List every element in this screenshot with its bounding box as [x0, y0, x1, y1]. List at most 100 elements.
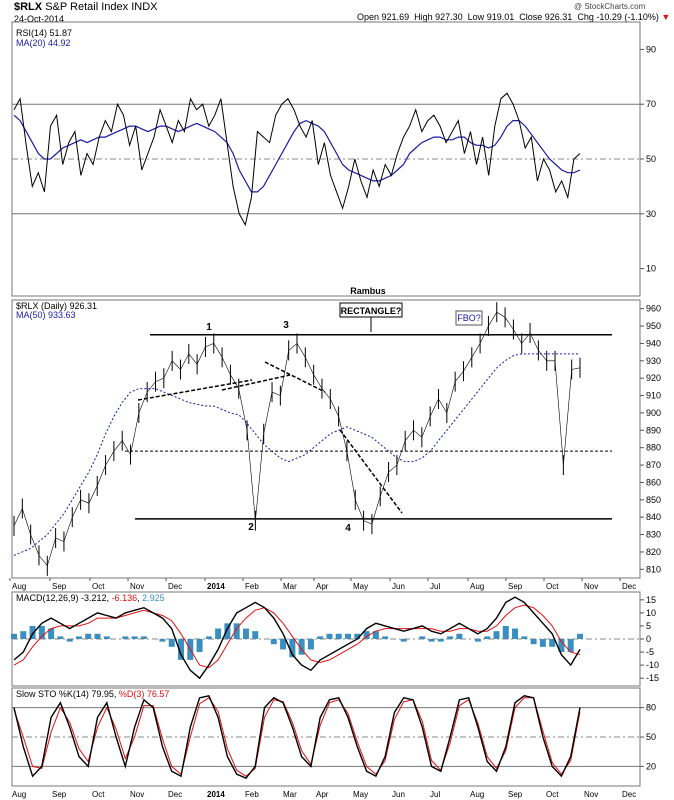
rsi-tick-label: 50 [646, 154, 656, 164]
x-tick-label: Oct [546, 582, 559, 591]
macd-line [13, 596, 581, 680]
rsi-tick-label: 30 [646, 209, 656, 219]
x-tick-label-bottom: Nov [130, 790, 144, 799]
price-tick-label: 850 [646, 495, 661, 505]
macd-tick-label: 0 [646, 634, 651, 644]
x-tick-label: Sep [52, 582, 67, 591]
close-value: 926.31 [544, 12, 573, 22]
macd-histogram-bar [289, 639, 296, 658]
change-value: -10.29 (-1.10%) [596, 12, 659, 22]
macd-histogram-bar [75, 636, 82, 639]
macd-histogram-bar [205, 636, 212, 639]
rsi-tick-label: 90 [646, 44, 656, 54]
macd-histogram-bar [140, 636, 147, 639]
sto-tick-label: 20 [646, 761, 656, 771]
x-tick-label: Oct [92, 582, 105, 591]
x-tick-label: 2014 [207, 582, 225, 591]
macd-histogram-bar [270, 639, 277, 645]
rsi-line [13, 92, 581, 227]
chart-date: 24-Oct-2014 [14, 14, 65, 24]
macd-histogram-bar [512, 628, 519, 639]
price-line [13, 311, 581, 567]
sto-d-line [13, 697, 581, 777]
watermark: @ StockCharts.com [574, 2, 646, 11]
trend-line-4 [339, 429, 403, 514]
price-tick-label: 820 [646, 547, 661, 557]
x-tick-label-bottom: Mar [283, 790, 297, 799]
macd-histogram-bar [242, 628, 249, 639]
price-tick-label: 930 [646, 356, 661, 366]
price-tick-label: 870 [646, 460, 661, 470]
high-value: 927.30 [435, 12, 463, 22]
fbo-callout: FBO? [457, 313, 481, 323]
x-tick-label-bottom: Nov [584, 790, 598, 799]
x-tick-label: Nov [130, 582, 144, 591]
exchange: INDX [131, 1, 158, 13]
chart-title: $RLX S&P Retail Index INDX [14, 1, 158, 13]
x-tick-label-bottom: Oct [92, 790, 105, 799]
macd-tick-label: 5 [646, 621, 651, 631]
macd-histogram-bar [345, 633, 352, 639]
rsi-ma-legend: MA(20) 44.92 [16, 38, 71, 48]
macd-histogram-bar [307, 639, 314, 650]
price-legend: $RLX (Daily) 926.31 [16, 301, 97, 311]
macd-histogram-bar [317, 636, 324, 639]
symbol: $RLX [14, 1, 43, 13]
open-value: 921.69 [381, 12, 410, 22]
macd-histogram-bar [178, 639, 185, 660]
macd-histogram-bar [484, 636, 491, 639]
pivot-label: 3 [283, 320, 289, 331]
x-tick-label: Nov [584, 582, 598, 591]
price-tick-label: 910 [646, 391, 661, 401]
macd-tick-label: -5 [646, 647, 654, 657]
macd-histogram-bar [437, 639, 444, 642]
macd-histogram-bar [57, 636, 64, 639]
price-ma-line [13, 353, 580, 556]
x-tick-label: Jul [430, 582, 440, 591]
x-tick-label-bottom: Dec [622, 790, 636, 799]
macd-histogram-bar [103, 636, 110, 639]
x-tick-label: Aug [470, 582, 484, 591]
x-tick-label-bottom: Aug [12, 790, 26, 799]
x-tick-label-bottom: Aug [470, 790, 484, 799]
trend-line-3 [264, 361, 326, 393]
macd-tick-label: 10 [646, 608, 656, 618]
x-tick-label: Dec [622, 582, 636, 591]
price-tick-label: 810 [646, 564, 661, 574]
price-tick-label: 860 [646, 477, 661, 487]
macd-histogram-bar [122, 636, 129, 639]
macd-tick-label: -10 [646, 660, 659, 670]
pivot-label: 1 [206, 322, 212, 333]
x-tick-label-bottom: Apr [316, 790, 329, 799]
macd-tick-label: -15 [646, 673, 659, 683]
macd-histogram-bar [382, 636, 389, 639]
macd-histogram-bar [335, 633, 342, 639]
macd-histogram-bar [298, 639, 305, 655]
macd-histogram-bar [530, 639, 537, 645]
macd-histogram-bar [215, 628, 222, 639]
macd-histogram-bar [456, 633, 463, 639]
macd-histogram-bar [252, 631, 259, 639]
macd-signal-line [13, 604, 581, 669]
sto-tick-label: 80 [646, 703, 656, 713]
sto-tick-label: 50 [646, 732, 656, 742]
macd-histogram-bar [326, 633, 333, 639]
x-tick-label-bottom: 2014 [207, 790, 225, 799]
macd-histogram-bar [419, 636, 426, 639]
macd-histogram-bar [11, 633, 17, 639]
x-tick-label: May [353, 582, 368, 591]
macd-histogram-bar [38, 625, 45, 639]
macd-histogram-bar [233, 623, 240, 639]
macd-histogram-bar [474, 639, 481, 642]
price-tick-label: 840 [646, 512, 661, 522]
x-tick-label-bottom: Sep [52, 790, 67, 799]
x-tick-label-bottom: Jun [392, 790, 405, 799]
x-tick-label-bottom: Dec [168, 790, 182, 799]
rsi-legend: RSI(14) 51.87 [16, 28, 72, 38]
price-tick-label: 880 [646, 443, 661, 453]
x-tick-label: Mar [283, 582, 297, 591]
price-tick-label: 940 [646, 338, 661, 348]
macd-legend: MACD(12,26,9) -3.212, -6.136, 2.925 [16, 593, 165, 603]
x-tick-label-bottom: Feb [245, 790, 259, 799]
rsi-tick-label: 10 [646, 264, 656, 274]
